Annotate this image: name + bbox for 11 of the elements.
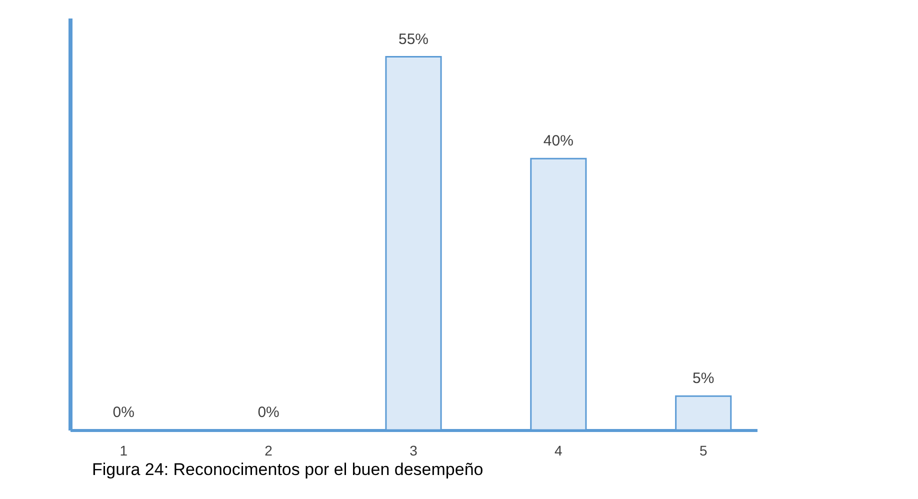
x-tick-label: 3 xyxy=(410,442,418,458)
data-label: 0% xyxy=(112,404,134,421)
x-tick-label: 5 xyxy=(699,442,708,458)
data-label: 40% xyxy=(543,132,574,150)
data-label: 55% xyxy=(398,30,429,48)
x-tick-label: 2 xyxy=(264,442,273,458)
data-label: 0% xyxy=(258,404,280,421)
x-tick-label: 4 xyxy=(554,442,563,458)
text: Figura 24: Reconocimentos por el buen desempeño xyxy=(92,460,484,479)
x-tick-label: 1 xyxy=(120,442,128,458)
data-label: 5% xyxy=(692,370,714,388)
